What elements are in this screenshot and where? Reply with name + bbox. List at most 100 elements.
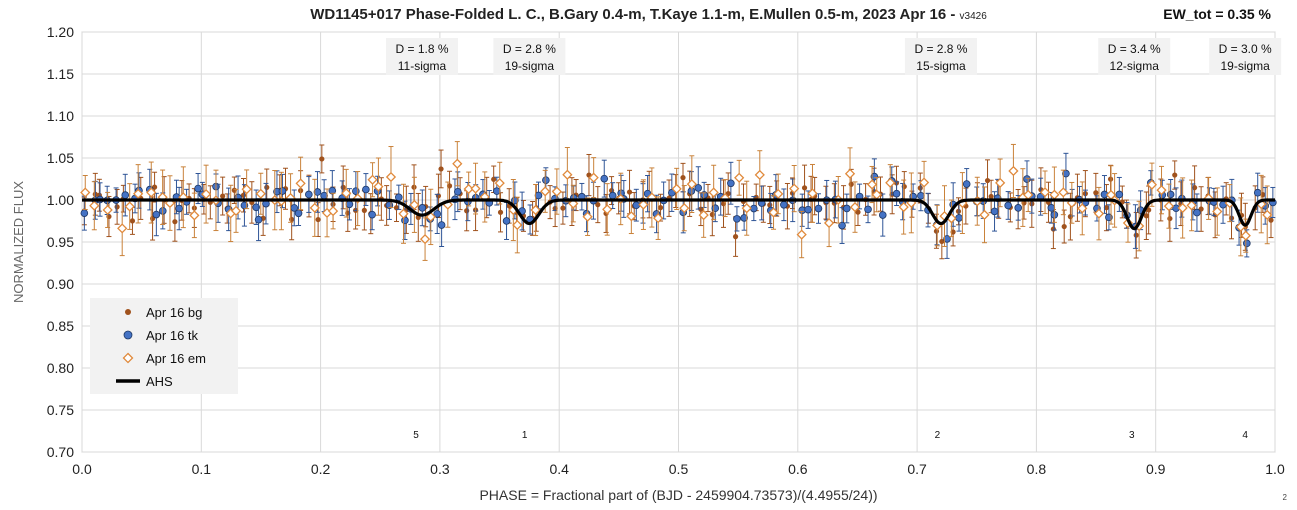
point-tk <box>352 187 360 195</box>
dip-label-box <box>904 38 977 75</box>
x-tick-label: 1.0 <box>1265 461 1285 477</box>
dip-label-box <box>386 38 459 75</box>
dip-id-label: 4 <box>1242 430 1248 441</box>
point-tk <box>838 221 846 230</box>
chart-title: WD1145+017 Phase-Folded L. C., B.Gary 0.… <box>310 6 987 23</box>
point-em <box>540 186 551 197</box>
point-em <box>189 210 200 221</box>
legend-entry: Apr 16 bg <box>125 305 202 320</box>
point-tk <box>542 176 550 184</box>
point-em <box>470 183 481 194</box>
point-em <box>588 172 599 183</box>
y-tick-label: 0.85 <box>47 318 74 334</box>
point-tk <box>1115 190 1124 199</box>
dip-id-label: 3 <box>1129 430 1135 441</box>
dip-id-label: 1 <box>522 430 528 441</box>
point-bg <box>172 219 178 225</box>
point-tk <box>254 215 263 224</box>
point-bg <box>1143 213 1149 219</box>
point-bg <box>560 205 566 211</box>
point-tk <box>294 209 303 218</box>
point-bg <box>114 204 120 210</box>
point-bg <box>1167 215 1173 222</box>
x-tick-label: 0.3 <box>430 461 450 477</box>
point-em <box>1146 179 1158 190</box>
point-tk <box>1047 204 1056 212</box>
ew-total-label: EW_tot = 0.35 % <box>1163 6 1271 22</box>
y-tick-label: 0.70 <box>47 444 74 460</box>
legend-entry: Apr 16 em <box>122 351 206 366</box>
point-bg <box>464 208 470 214</box>
point-em <box>341 188 352 199</box>
point-tk <box>740 214 748 222</box>
point-bg <box>1050 226 1056 232</box>
point-bg <box>626 189 633 195</box>
point-em <box>686 179 697 190</box>
chart-version: v3426 <box>959 11 987 22</box>
point-em <box>1008 165 1019 177</box>
point-tk <box>733 215 741 223</box>
dip-label-2: D = 2.8 % 19-sigma <box>493 38 566 75</box>
dip-depth-label: D = 3.0 % <box>1219 42 1272 56</box>
x-tick-label: 0.6 <box>788 461 808 477</box>
point-tk <box>175 204 183 213</box>
dip-id-label: 5 <box>413 430 419 441</box>
point-em <box>602 204 613 215</box>
point-tk <box>80 209 89 217</box>
dip-label-box <box>1098 38 1171 75</box>
point-bg <box>1103 205 1110 211</box>
legend-label: Apr 16 em <box>146 351 206 366</box>
point-tk <box>502 217 511 225</box>
point-tk <box>864 205 872 214</box>
point-bg <box>1172 172 1178 178</box>
dip-depth-label: D = 2.8 % <box>914 42 967 56</box>
dip-label-3: D = 2.8 % 15-sigma <box>904 38 977 75</box>
point-tk <box>780 200 788 209</box>
point-bg <box>220 193 226 199</box>
legend-entry: Apr 16 tk <box>123 328 199 343</box>
point-bg <box>988 193 994 200</box>
point-em <box>866 179 878 190</box>
legend-label: Apr 16 tk <box>146 328 199 343</box>
point-tk <box>842 204 851 213</box>
dip-sigma-label: 19-sigma <box>505 59 555 73</box>
point-em <box>698 209 709 221</box>
legend-label: Apr 16 bg <box>146 305 202 320</box>
point-bg <box>319 156 325 162</box>
point-bg <box>680 175 686 181</box>
point-em <box>89 200 100 211</box>
legend-marker <box>123 330 133 340</box>
point-bg <box>657 205 664 211</box>
point-bg <box>1133 232 1139 238</box>
point-em <box>1212 206 1223 217</box>
point-tk <box>608 191 617 200</box>
point-em <box>885 177 896 188</box>
point-em <box>1163 201 1175 212</box>
point-bg <box>497 209 504 215</box>
point-tk <box>368 210 376 219</box>
dip-depth-label: D = 1.8 % <box>395 42 448 56</box>
y-tick-label: 1.00 <box>47 192 74 208</box>
dip-label-box <box>493 38 566 75</box>
point-tk <box>328 186 337 195</box>
point-em <box>398 208 409 219</box>
point-em <box>1156 184 1167 196</box>
y-tick-label: 1.20 <box>47 24 74 40</box>
point-bg <box>595 202 601 208</box>
point-tk <box>1243 239 1251 248</box>
dip-sigma-label: 19-sigma <box>1220 59 1270 73</box>
point-em <box>551 186 562 197</box>
point-bg <box>1093 190 1099 196</box>
point-tk <box>600 174 609 183</box>
point-em <box>979 209 990 220</box>
y-tick-label: 0.75 <box>47 402 74 418</box>
dip-depth-label: D = 2.8 % <box>503 42 556 56</box>
point-em <box>734 172 745 183</box>
point-tk <box>1166 190 1175 199</box>
x-tick-label: 0.1 <box>192 461 212 477</box>
dip-sigma-label: 11-sigma <box>398 59 447 73</box>
point-tk <box>121 191 130 199</box>
point-em <box>1077 203 1088 214</box>
y-tick-label: 0.80 <box>47 360 74 376</box>
point-em <box>1262 209 1273 220</box>
